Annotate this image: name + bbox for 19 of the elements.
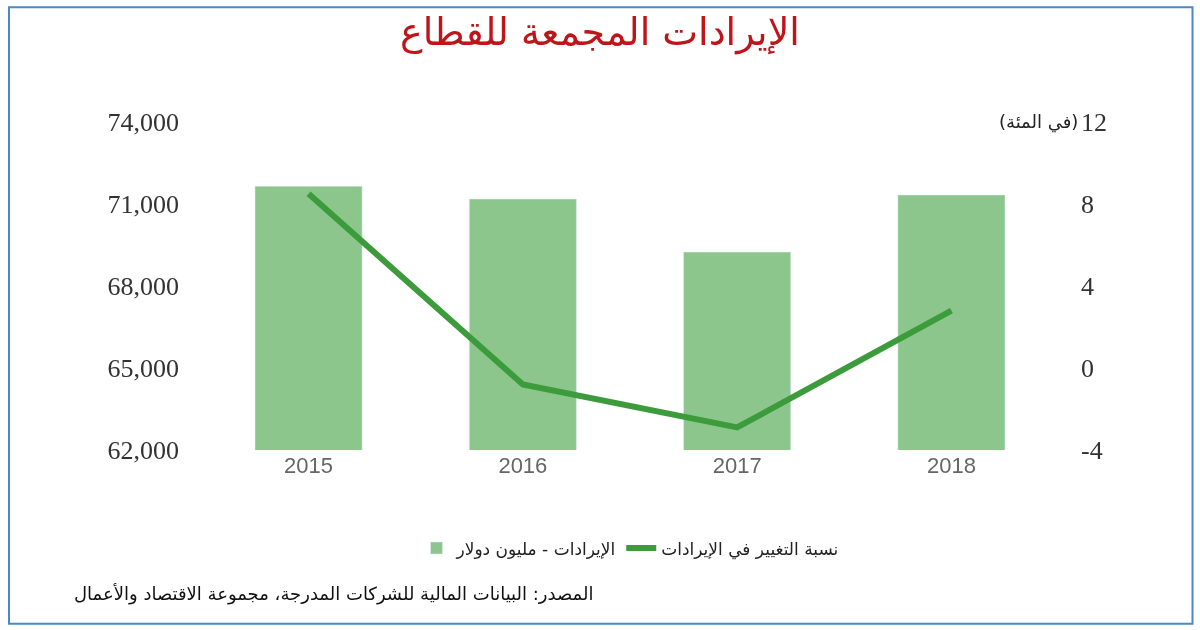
x-tick-label: 2016 (498, 453, 548, 478)
y2-tick-label: 12 (1081, 108, 1107, 138)
x-tick-label: 2018 (926, 453, 976, 478)
y2-tick-label: -4 (1081, 436, 1103, 466)
y-tick-label: 62,000 (107, 436, 179, 466)
y-tick-label: 74,000 (107, 108, 179, 138)
y-tick-label: 65,000 (107, 354, 179, 384)
y-tick-label: 68,000 (107, 272, 179, 302)
y2-tick-label: 8 (1081, 190, 1094, 220)
y2-axis-title: (في المئة) (999, 111, 1079, 133)
chart-title: الإيرادات المجمعة للقطاع (400, 9, 800, 55)
legend-label: نسبة التغيير في الإيرادات (661, 538, 839, 560)
x-tick-label: 2017 (712, 453, 762, 478)
legend-label: الإيرادات - مليون دولار (455, 538, 616, 559)
y2-tick-label: 4 (1081, 272, 1094, 302)
text: المصدر: البيانات المالية للشركات المدرجة، مجموعة الاقتصاد والأعمال (74, 583, 594, 605)
y2-tick-label: 0 (1081, 354, 1094, 384)
x-tick-label: 2015 (284, 453, 334, 478)
y-tick-label: 71,000 (107, 190, 179, 220)
